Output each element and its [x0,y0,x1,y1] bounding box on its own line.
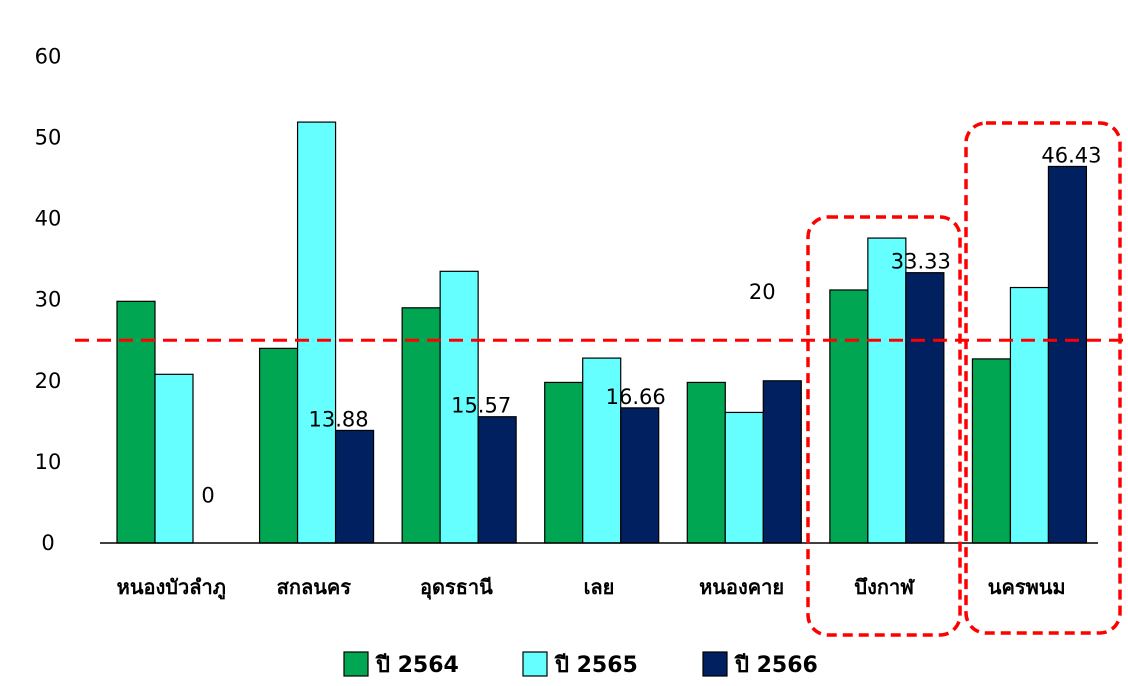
bar-3-2 [334,429,375,544]
bar-3-4 [620,407,660,544]
y-tick-label: 0 [41,531,54,555]
category-label: อุดรธานี [420,575,493,600]
bar-1-4 [544,381,584,544]
category-label: สกลนคร [277,575,352,599]
highlight-box-2 [964,121,1122,635]
bar-1-5 [686,381,726,544]
bar-1-1 [116,300,156,544]
y-tick-label: 30 [35,288,62,312]
y-tick-label: 20 [35,369,62,393]
legend-swatch-2 [522,651,548,677]
y-tick-label: 50 [35,126,62,150]
bar-2-1 [154,373,194,544]
bar-1-2 [258,347,299,544]
category-label: หนองคาย [699,575,784,599]
legend-swatch-3 [702,651,728,677]
data-label: 15.57 [451,394,511,418]
bar-3-7 [1047,165,1088,544]
legend-label-1: ปี 2564 [375,653,459,678]
bar-1-6 [829,289,869,544]
category-label: หนองบัวลำภู [117,575,226,601]
category-label: บึงกาฬ [854,575,915,599]
bar-3-5 [762,380,802,544]
bar-2-2 [296,121,337,544]
legend-label-2: ปี 2565 [554,653,638,678]
category-label: นครพนม [988,575,1066,599]
bar-2-7 [1009,286,1050,544]
data-label: 46.43 [1041,143,1101,167]
bar-1-7 [971,358,1012,544]
bar-3-6 [905,272,945,544]
bar-2-6 [867,237,907,544]
data-label: 33.33 [891,250,951,274]
category-label: เลย [584,575,615,599]
legend-swatch-1 [343,651,369,677]
y-tick-label: 60 [35,44,62,68]
bar-2-5 [724,411,764,544]
bar-2-3 [439,270,479,544]
data-label: 16.66 [606,385,666,409]
highlight-box-1 [806,215,962,637]
legend-label-3: ปี 2566 [734,653,818,678]
bar-3-3 [477,416,517,544]
y-tick-label: 10 [35,450,62,474]
data-label: 20 [749,280,776,304]
bar-1-3 [401,307,441,544]
bar-2-4 [582,357,622,544]
y-tick-label: 40 [35,207,62,231]
data-label: 13.88 [309,407,369,431]
data-label: 0 [201,483,214,507]
